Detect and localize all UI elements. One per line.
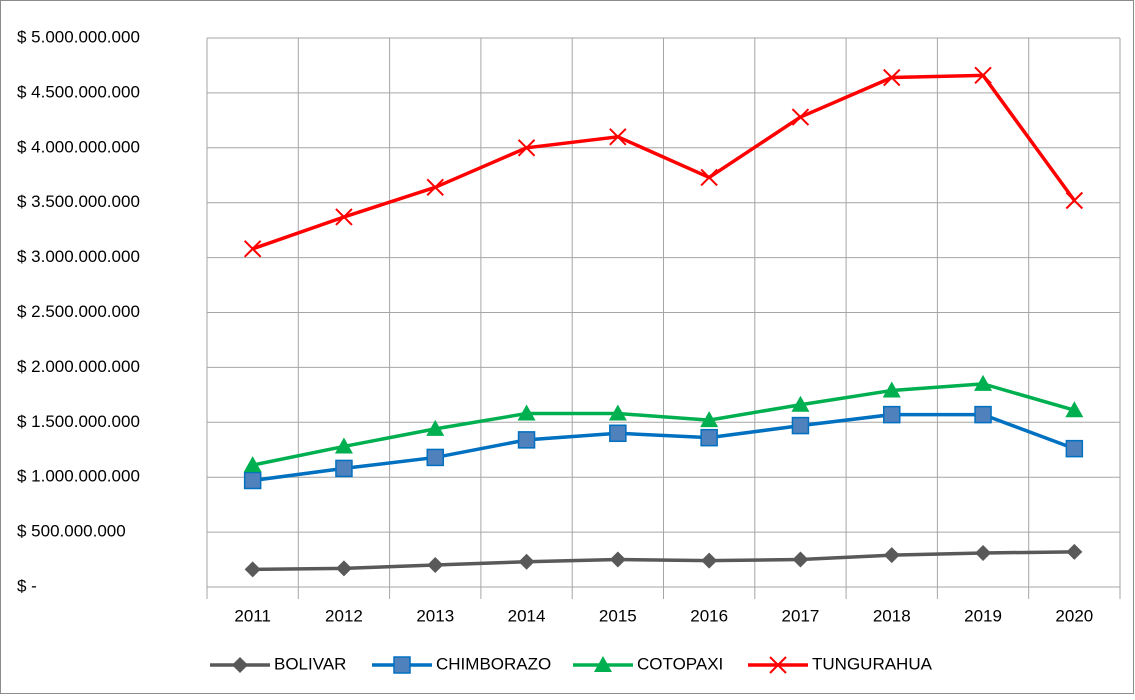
series-line [252,382,1075,467]
y-tick-label: $ 3.000.000.000 [17,247,140,266]
marker [769,656,787,674]
x-tick-label: 2014 [508,606,546,625]
marker [393,656,411,674]
y-tick-label: $ 4.500.000.000 [17,82,140,101]
x-tick-label: 2012 [325,606,363,625]
x-tick-label: 2015 [599,606,637,625]
x-tick-label: 2017 [782,606,820,625]
x-tick-label: 2018 [873,606,911,625]
marker [517,431,536,449]
marker [1065,439,1084,458]
series-line [252,550,1075,572]
marker [1066,543,1083,560]
marker [883,547,900,564]
y-tick-label: $ - [17,576,37,595]
y-tick-label: $ 2.500.000.000 [17,302,140,321]
marker [883,68,901,87]
marker [700,428,718,447]
marker [792,551,809,568]
marker [883,405,901,424]
legend-label: COTOPAXI [637,654,723,673]
marker [426,178,444,197]
marker [427,557,444,574]
marker [609,551,626,568]
x-tick-label: 2020 [1055,606,1093,625]
y-tick-label: $ 4.000.000.000 [17,137,140,156]
series [243,374,1084,473]
marker [882,381,901,398]
marker [701,552,718,569]
x-tick-label: 2016 [690,606,728,625]
legend-label: BOLIVAR [274,654,346,673]
y-tick-label: $ 1.500.000.000 [17,412,140,431]
marker [335,560,352,577]
marker [1065,401,1084,418]
y-tick-label: $ 2.000.000.000 [17,357,140,376]
series [243,66,1084,258]
marker [975,544,992,561]
series [243,405,1084,490]
marker [426,419,445,436]
series-line [252,412,1075,483]
marker [791,108,810,126]
marker [232,657,248,673]
marker [974,405,992,424]
marker [791,416,810,435]
marker [518,553,535,570]
marker [609,128,627,146]
marker [974,374,993,391]
marker [609,424,627,443]
marker [517,404,536,421]
legend-label: CHIMBORAZO [436,654,551,673]
y-tick-label: $ 500.000.000 [17,522,126,541]
marker [243,240,262,258]
x-tick-label: 2013 [416,606,454,625]
marker [594,656,612,672]
marker [244,561,261,578]
marker [608,404,627,421]
y-tick-label: $ 3.500.000.000 [17,192,140,211]
series [244,543,1083,578]
marker [243,471,262,490]
marker [700,168,718,187]
marker [243,456,262,473]
marker [335,208,353,226]
marker [700,411,719,428]
series-line [252,73,1076,251]
x-tick-label: 2019 [964,606,1002,625]
marker [426,448,444,467]
x-tick-label: 2011 [234,606,271,625]
y-tick-label: $ 1.000.000.000 [17,467,140,486]
marker [335,459,353,478]
y-tick-label: $ 5.000.000.000 [17,27,140,46]
marker [517,139,536,157]
marker [334,437,353,454]
legend-label: TUNGURAHUA [812,654,933,673]
marker [1065,191,1084,210]
marker [791,395,810,412]
marker [974,66,992,85]
